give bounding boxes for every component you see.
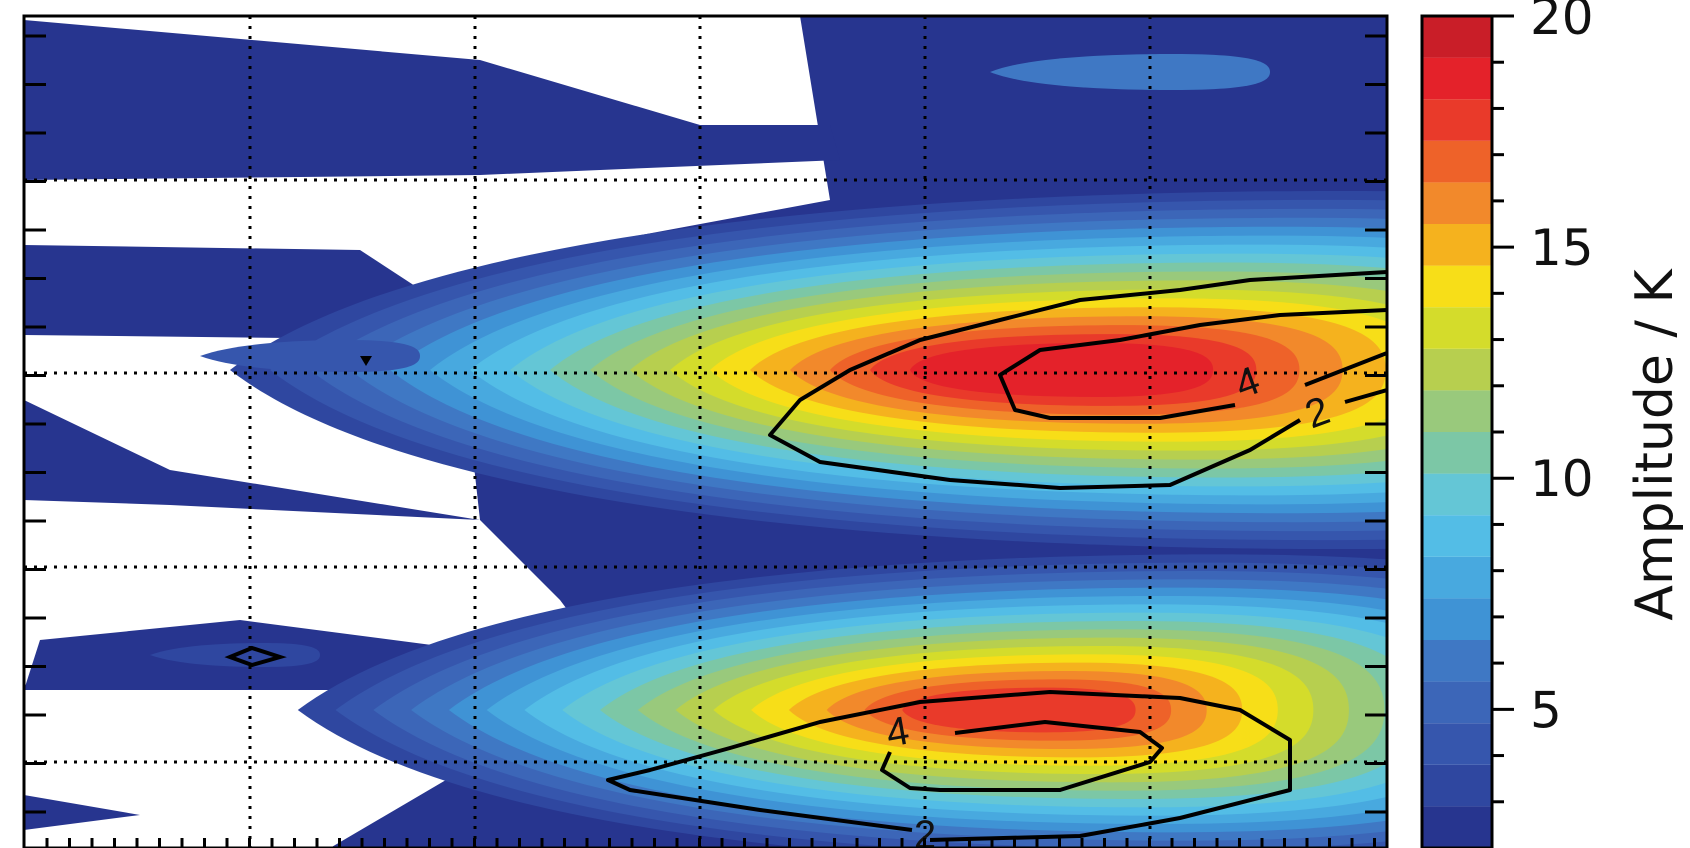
- contour-line-2: [998, 308, 1387, 420]
- colorbar-block: [1422, 640, 1492, 682]
- colorbar-tick-label: 20: [1530, 0, 1594, 46]
- plot-frame: [22, 14, 1389, 848]
- colorbar-block: [1422, 556, 1492, 599]
- contour-marker-small: [360, 356, 372, 366]
- grid-lines: [24, 16, 1387, 848]
- colorbar-block: [1422, 307, 1492, 349]
- contour-label-4: 2: [914, 813, 936, 848]
- colorbar-block: [1422, 806, 1492, 848]
- contour-fill-background-1: [24, 20, 840, 180]
- colorbar-block: [1422, 723, 1492, 765]
- colorbar-block: [1422, 681, 1492, 724]
- colorbar: 5 10 15 20 Amplitude / K: [1420, 0, 1685, 848]
- colorbar-tick-label: 15: [1530, 219, 1594, 277]
- contour-fill-top-right: [990, 54, 1270, 90]
- colorbar-tick-label: 5: [1530, 681, 1562, 739]
- colorbar-block: [1422, 265, 1492, 308]
- colorbar-block: [1422, 16, 1492, 58]
- colorbar-block: [1422, 764, 1492, 807]
- colorbar-block: [1422, 99, 1492, 141]
- contour-line-4: [880, 720, 1164, 792]
- colorbar-block: [1422, 515, 1492, 557]
- contour-line-1: [768, 270, 1387, 490]
- contour-fill-background-5: [24, 795, 140, 830]
- colorbar-labels: 5 10 15 20: [1530, 0, 1594, 739]
- contour-fill-background-3: [24, 400, 480, 520]
- colorbar-block: [1422, 348, 1492, 391]
- contour-line-small-loop: [224, 645, 287, 668]
- colorbar-block: [1422, 598, 1492, 640]
- colorbar-title: Amplitude / K: [1625, 268, 1685, 621]
- colorbar-block: [1422, 432, 1492, 474]
- contour-fill-upper-level-19: [910, 343, 1214, 397]
- colorbar-blocks: [1422, 16, 1492, 848]
- colorbar-block: [1422, 473, 1492, 516]
- colorbar-block: [1422, 182, 1492, 224]
- colorbar-block: [1422, 57, 1492, 100]
- colorbar-block: [1422, 390, 1492, 432]
- axis-ticks: [24, 34, 1387, 848]
- contour-line-3: [606, 690, 1292, 842]
- filled-contours: [24, 16, 1387, 848]
- colorbar-ticks: [1492, 14, 1514, 804]
- colorbar-tick-label: 10: [1530, 450, 1594, 508]
- colorbar-block: [1422, 140, 1492, 183]
- colorbar-block: [1422, 224, 1492, 266]
